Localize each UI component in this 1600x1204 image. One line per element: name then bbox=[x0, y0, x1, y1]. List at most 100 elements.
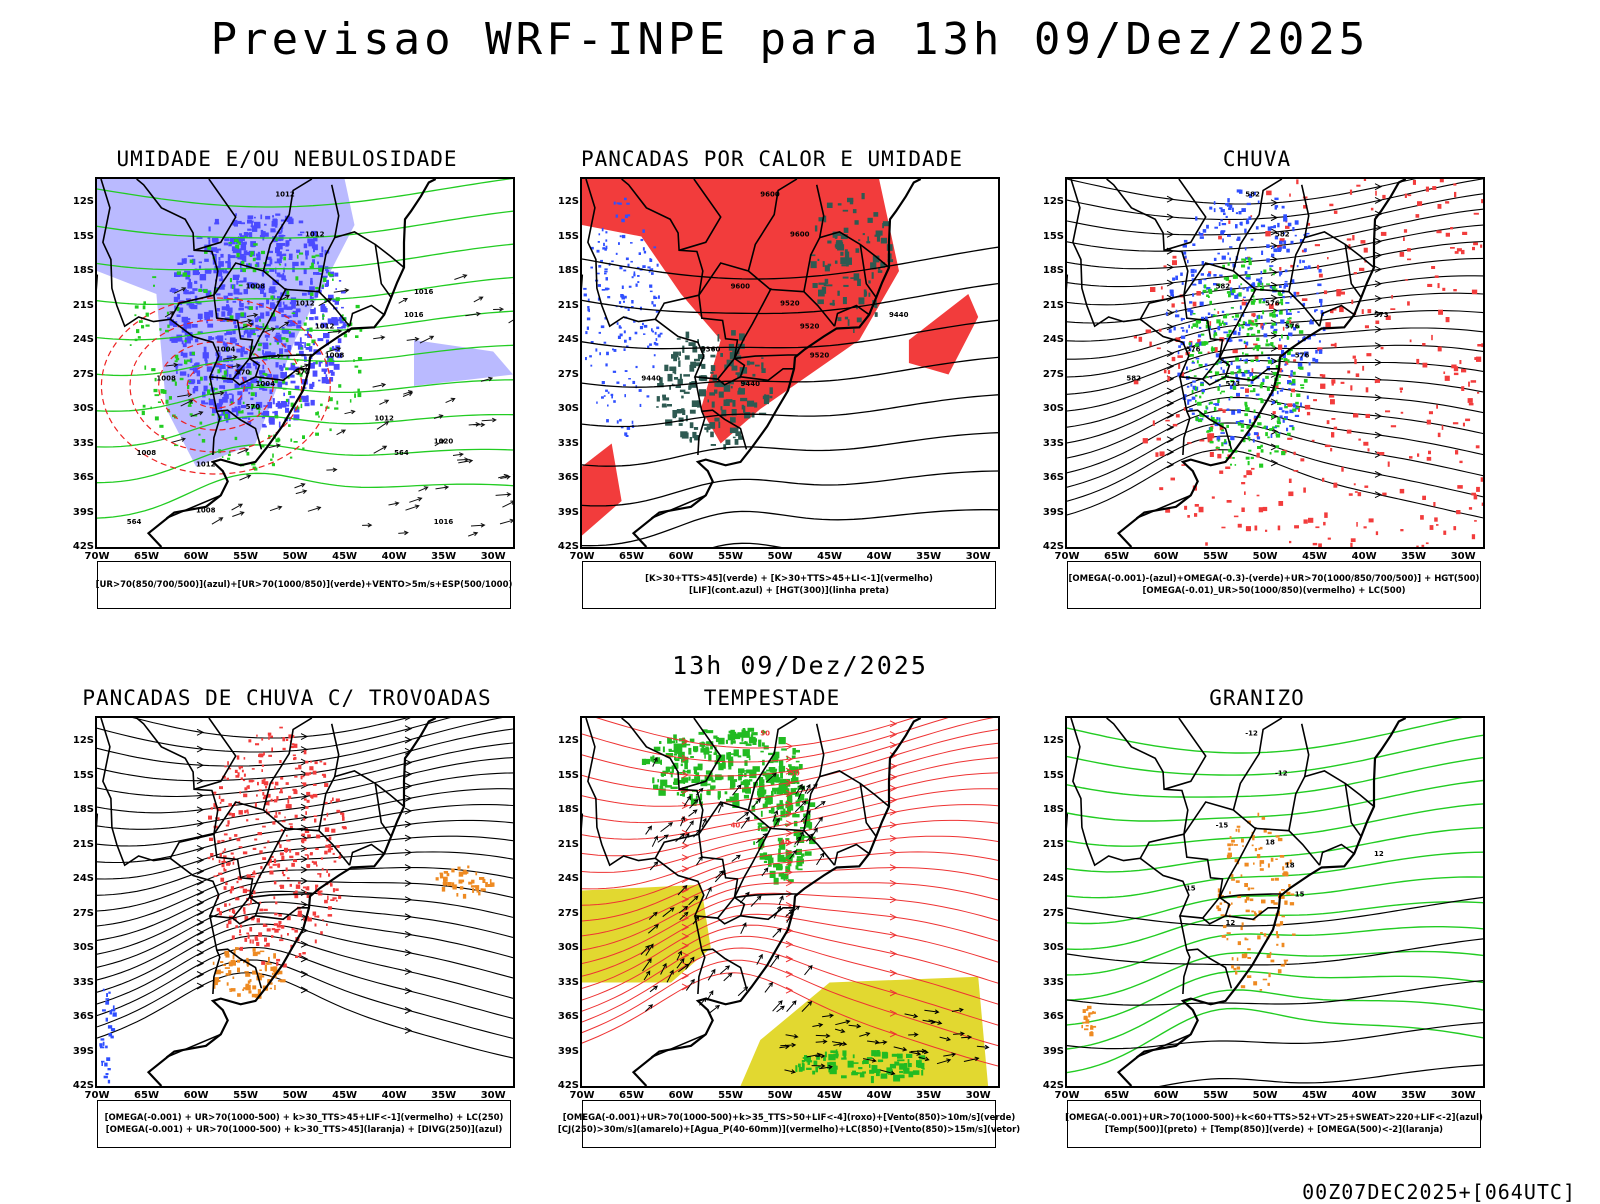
thunderstorm-red-cell bbox=[274, 912, 278, 916]
thunderstorm-red-cell bbox=[307, 834, 311, 838]
instability-green-cell bbox=[842, 297, 847, 305]
lon-tick-label: 35W bbox=[1401, 551, 1427, 562]
rain-red-cell bbox=[1161, 295, 1164, 300]
humidity-blue-cell bbox=[240, 352, 244, 357]
humidity-blue-cell bbox=[229, 237, 234, 244]
wind-vector bbox=[764, 981, 774, 993]
thunderstorm-red-cell bbox=[294, 929, 298, 933]
humidity-blue-cell bbox=[285, 315, 292, 318]
humidity-blue-cell bbox=[224, 342, 228, 349]
rain-blue-cell bbox=[1204, 316, 1208, 320]
humidity-green-cell bbox=[311, 255, 316, 259]
streamline-arrow bbox=[1166, 448, 1175, 456]
rain-green-cell bbox=[1236, 370, 1241, 374]
wind-vector bbox=[246, 312, 259, 318]
wind-vector bbox=[678, 963, 690, 973]
thunderstorm-red-cell bbox=[276, 796, 279, 801]
state-border bbox=[1202, 357, 1231, 386]
state-border bbox=[209, 915, 221, 995]
humidity-green-cell bbox=[281, 337, 286, 340]
lifted-index-contour bbox=[632, 380, 636, 384]
state-border bbox=[1139, 295, 1224, 380]
humidity-green-cell bbox=[189, 259, 194, 264]
rain-red-cell bbox=[1436, 524, 1439, 526]
humidity-blue-cell bbox=[232, 399, 234, 404]
wind-vector bbox=[211, 517, 224, 525]
thunderstorm-orange-cell bbox=[475, 871, 478, 876]
rain-green-cell bbox=[1201, 341, 1206, 346]
rain-red-cell bbox=[1399, 387, 1403, 390]
rain-green-cell bbox=[1221, 442, 1224, 447]
wind850-green-cell bbox=[778, 737, 786, 745]
humidity-blue-cell bbox=[282, 272, 285, 277]
humidity-blue-cell bbox=[275, 332, 280, 335]
wind850-green-cell bbox=[792, 776, 796, 782]
hgt300-contour bbox=[582, 470, 998, 507]
rain-green-cell bbox=[1192, 323, 1196, 327]
lifted-index-contour bbox=[585, 357, 587, 361]
instability-green-cell bbox=[725, 439, 731, 445]
thunderstorm-orange-cell bbox=[244, 971, 249, 973]
wind-vector bbox=[819, 1064, 834, 1070]
rain-green-cell bbox=[1232, 457, 1235, 459]
state-border bbox=[717, 357, 746, 386]
wind-vector bbox=[268, 443, 281, 449]
thunderstorm-red-cell bbox=[209, 837, 214, 841]
thunderstorm-red-cell bbox=[246, 874, 251, 879]
rain-green-cell bbox=[1241, 326, 1245, 329]
streamline-arrow bbox=[889, 796, 898, 804]
thunderstorm-orange-cell bbox=[259, 969, 262, 971]
rain-red-cell bbox=[1470, 380, 1477, 383]
rain-red-cell bbox=[1133, 380, 1139, 385]
rain-blue-cell bbox=[1188, 324, 1190, 329]
lifted-index-contour bbox=[624, 197, 627, 201]
lat-tick-label: 24S bbox=[72, 334, 94, 345]
humidity-blue-cell bbox=[181, 340, 184, 345]
rain-red-cell bbox=[1287, 403, 1293, 407]
state-border bbox=[1183, 801, 1321, 866]
thunderstorm-red-cell bbox=[236, 838, 241, 842]
humidity-blue-cell bbox=[277, 238, 282, 242]
rain-red-cell bbox=[1293, 451, 1296, 456]
rain-green-cell bbox=[1276, 420, 1281, 423]
instability-green-cell bbox=[720, 406, 723, 411]
lifted-index-contour bbox=[613, 349, 617, 352]
streamline-arrow bbox=[196, 867, 205, 875]
wind850-green-cell bbox=[780, 875, 784, 880]
wind-vector bbox=[756, 953, 763, 965]
instability-green-cell bbox=[723, 444, 727, 450]
humidity-blue-cell bbox=[265, 256, 272, 260]
streamline-arrow bbox=[889, 1009, 898, 1017]
lat-tick-label: 24S bbox=[72, 873, 94, 884]
temp850-contour bbox=[1067, 718, 1463, 754]
wind850-green-cell bbox=[754, 816, 758, 820]
thunderstorm-red-cell bbox=[280, 787, 283, 792]
rain-green-cell bbox=[1300, 386, 1305, 389]
rain-blue-cell bbox=[1240, 221, 1243, 226]
thunderstorm-orange-cell bbox=[485, 882, 488, 888]
lat-tick-label: 42S bbox=[1042, 1080, 1064, 1091]
humidity-blue-cell bbox=[236, 248, 242, 255]
thunderstorm-orange-cell bbox=[245, 983, 250, 989]
wind850-green-cell bbox=[769, 870, 776, 878]
thunderstorm-orange-cell bbox=[273, 953, 276, 959]
thunderstorm-red-cell bbox=[236, 755, 240, 760]
wind-vector bbox=[164, 311, 175, 318]
humidity-blue-cell bbox=[219, 278, 224, 282]
thunderstorm-red-cell bbox=[307, 854, 309, 860]
humidity-blue-cell bbox=[333, 363, 340, 370]
thunderstorm-red-cell bbox=[285, 782, 289, 785]
lifted-index-contour bbox=[613, 201, 616, 205]
rain-red-cell bbox=[1194, 504, 1199, 507]
rain-blue-cell bbox=[1242, 288, 1245, 290]
thunderstorm-red-cell bbox=[230, 852, 234, 855]
wind850-green-cell bbox=[801, 1060, 806, 1063]
rain-green-cell bbox=[1230, 371, 1234, 374]
humidity-blue-cell bbox=[314, 316, 319, 320]
instability-green-cell bbox=[737, 343, 745, 349]
rain-blue-cell bbox=[1189, 310, 1194, 314]
humidity-blue-cell bbox=[257, 326, 264, 330]
rain-red-cell bbox=[1407, 301, 1410, 306]
lifted-index-contour bbox=[630, 242, 633, 244]
omega-orange-cell bbox=[1284, 961, 1287, 965]
